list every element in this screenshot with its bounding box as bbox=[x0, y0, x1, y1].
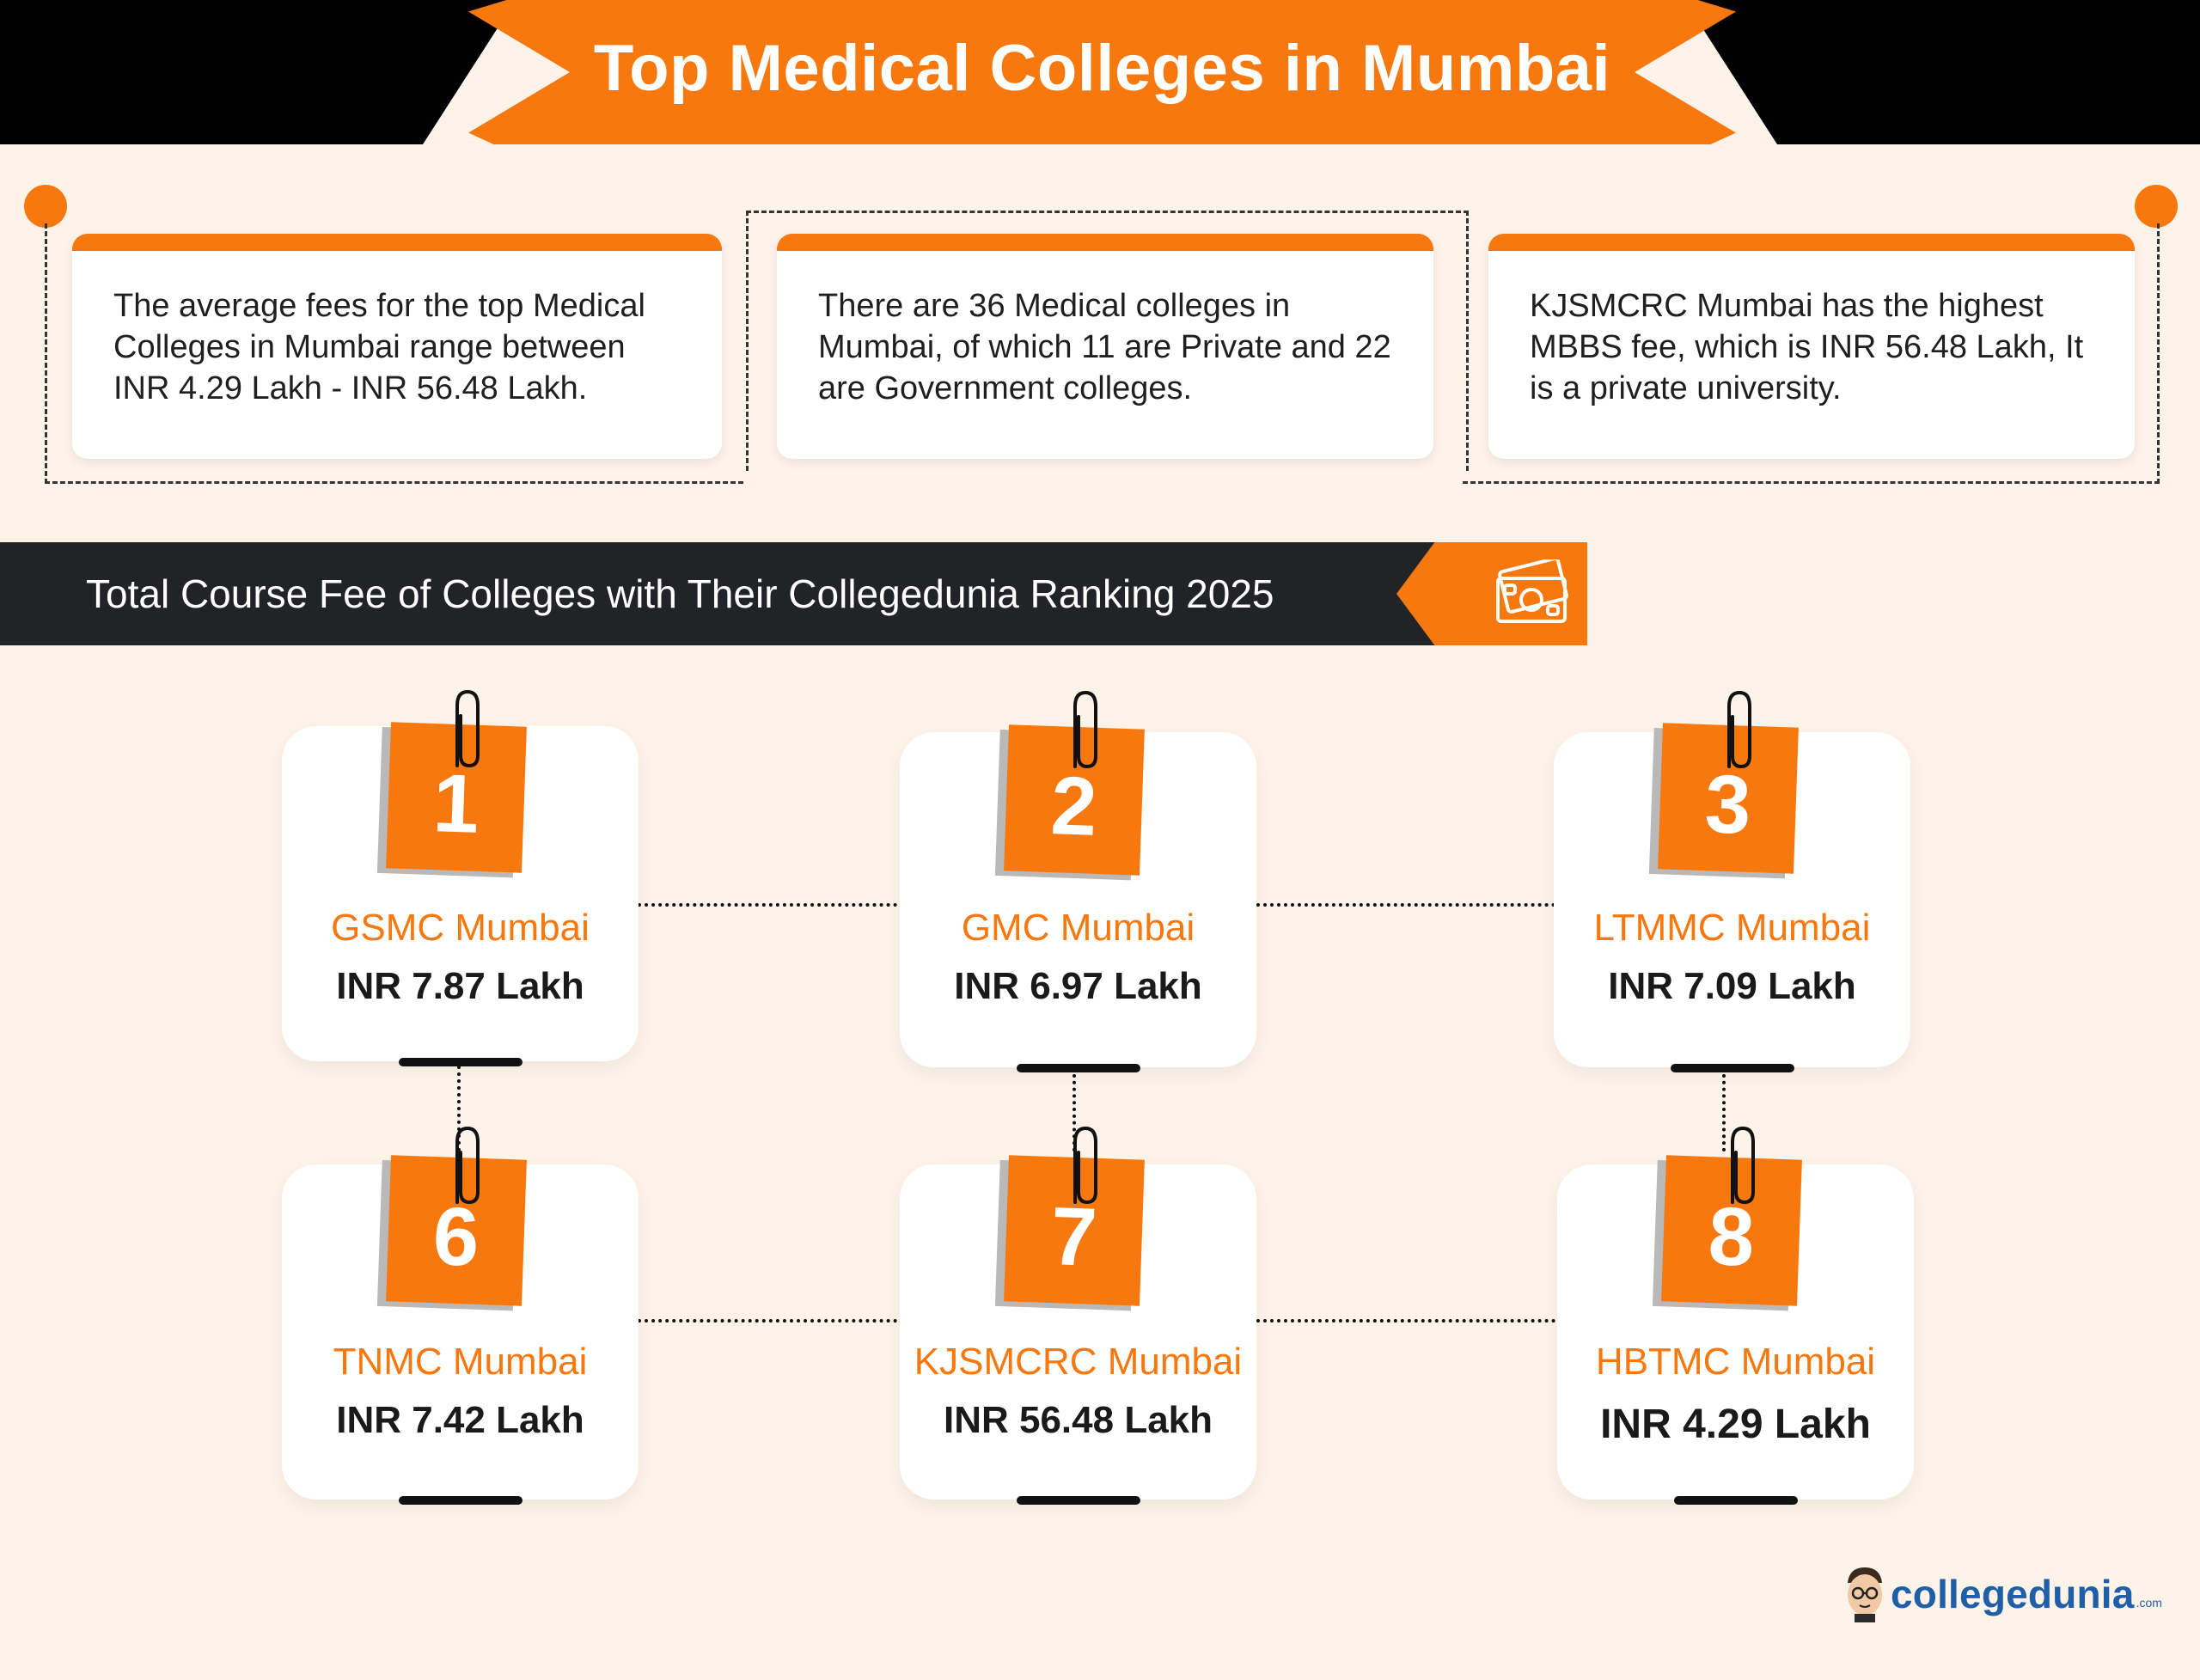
college-fee: INR 7.09 Lakh bbox=[1608, 965, 1856, 1007]
college-card: 3 LTMMC Mumbai INR 7.09 Lakh bbox=[1554, 690, 1910, 1072]
mascot-icon bbox=[1848, 1567, 1882, 1622]
college-name: HBTMC Mumbai bbox=[1595, 1341, 1876, 1383]
title-banner: Top Medical Colleges in Mumbai bbox=[468, 0, 1736, 144]
paperclip-icon bbox=[1727, 690, 1751, 769]
college-name: LTMMC Mumbai bbox=[1593, 907, 1871, 949]
college-fee: INR 7.87 Lakh bbox=[336, 965, 584, 1007]
card-underline bbox=[1016, 1496, 1140, 1505]
college-fee: INR 56.48 Lakh bbox=[943, 1399, 1213, 1441]
college-name: KJSMCRC Mumbai bbox=[914, 1341, 1243, 1383]
college-fee: INR 4.29 Lakh bbox=[1600, 1402, 1871, 1447]
paperclip-icon bbox=[455, 689, 480, 768]
paperclip-icon bbox=[1073, 1126, 1097, 1205]
college-fee: INR 7.42 Lakh bbox=[336, 1399, 584, 1441]
section-title: Total Course Fee of Colleges with Their … bbox=[86, 571, 1274, 616]
decorative-dot-right bbox=[2135, 185, 2178, 228]
connector-line bbox=[457, 1066, 461, 1152]
card-underline bbox=[1673, 1496, 1798, 1505]
college-name: GMC Mumbai bbox=[961, 907, 1195, 949]
connector-line bbox=[1256, 903, 1555, 907]
college-fee: INR 6.97 Lakh bbox=[954, 965, 1202, 1007]
collegedunia-logo: collegedunia .com bbox=[1839, 1564, 2162, 1624]
info-card-fee-range: The average fees for the top Medical Col… bbox=[72, 234, 722, 459]
section-header: Total Course Fee of Colleges with Their … bbox=[0, 542, 1482, 645]
college-name: GSMC Mumbai bbox=[331, 907, 590, 949]
info-card-text: There are 36 Medical colleges in Mumbai,… bbox=[818, 288, 1391, 406]
page-title: Top Medical Colleges in Mumbai bbox=[593, 31, 1611, 105]
logo-text: collegedunia bbox=[1891, 1572, 2135, 1616]
college-name: TNMC Mumbai bbox=[333, 1341, 588, 1383]
paperclip-icon bbox=[455, 1126, 480, 1205]
connector-line bbox=[1072, 1074, 1076, 1152]
logo-suffix: .com bbox=[2136, 1596, 2162, 1610]
card-underline bbox=[1670, 1064, 1794, 1072]
card-underline bbox=[398, 1058, 522, 1066]
card-underline bbox=[398, 1496, 522, 1505]
dashed-frame-1 bbox=[45, 223, 743, 484]
decorative-dot-left bbox=[24, 185, 67, 228]
title-banner-left-wing bbox=[0, 0, 516, 144]
college-card: 7 KJSMCRC Mumbai INR 56.48 Lakh bbox=[900, 1126, 1256, 1505]
paperclip-icon bbox=[1073, 690, 1097, 769]
info-card-text: KJSMCRC Mumbai has the highest MBBS fee,… bbox=[1530, 288, 2084, 406]
connector-line bbox=[638, 903, 897, 907]
section-icon-tab bbox=[1396, 542, 1587, 645]
info-card-highest-fee: KJSMCRC Mumbai has the highest MBBS fee,… bbox=[1488, 234, 2135, 459]
college-card: 6 TNMC Mumbai INR 7.42 Lakh bbox=[282, 1126, 639, 1505]
connector-line bbox=[1256, 1319, 1555, 1323]
title-banner-right-wing bbox=[1684, 0, 2200, 144]
connector-line bbox=[1722, 1074, 1726, 1152]
paperclip-icon bbox=[1731, 1126, 1755, 1205]
info-card-college-count: There are 36 Medical colleges in Mumbai,… bbox=[777, 234, 1433, 459]
dashed-frame-3 bbox=[1463, 223, 2160, 484]
money-icon bbox=[1496, 559, 1568, 623]
dashed-frame-2 bbox=[746, 211, 1469, 471]
info-card-text: The average fees for the top Medical Col… bbox=[113, 288, 645, 406]
college-card: 2 GMC Mumbai INR 6.97 Lakh bbox=[900, 690, 1256, 1072]
connector-line bbox=[638, 1319, 897, 1323]
college-card: 1 GSMC Mumbai INR 7.87 Lakh bbox=[282, 689, 639, 1066]
college-card: 8 HBTMC Mumbai INR 4.29 Lakh bbox=[1557, 1126, 1914, 1505]
card-underline bbox=[1016, 1064, 1140, 1072]
